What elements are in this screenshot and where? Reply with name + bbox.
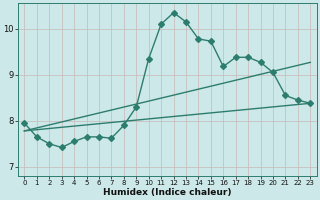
- X-axis label: Humidex (Indice chaleur): Humidex (Indice chaleur): [103, 188, 232, 197]
